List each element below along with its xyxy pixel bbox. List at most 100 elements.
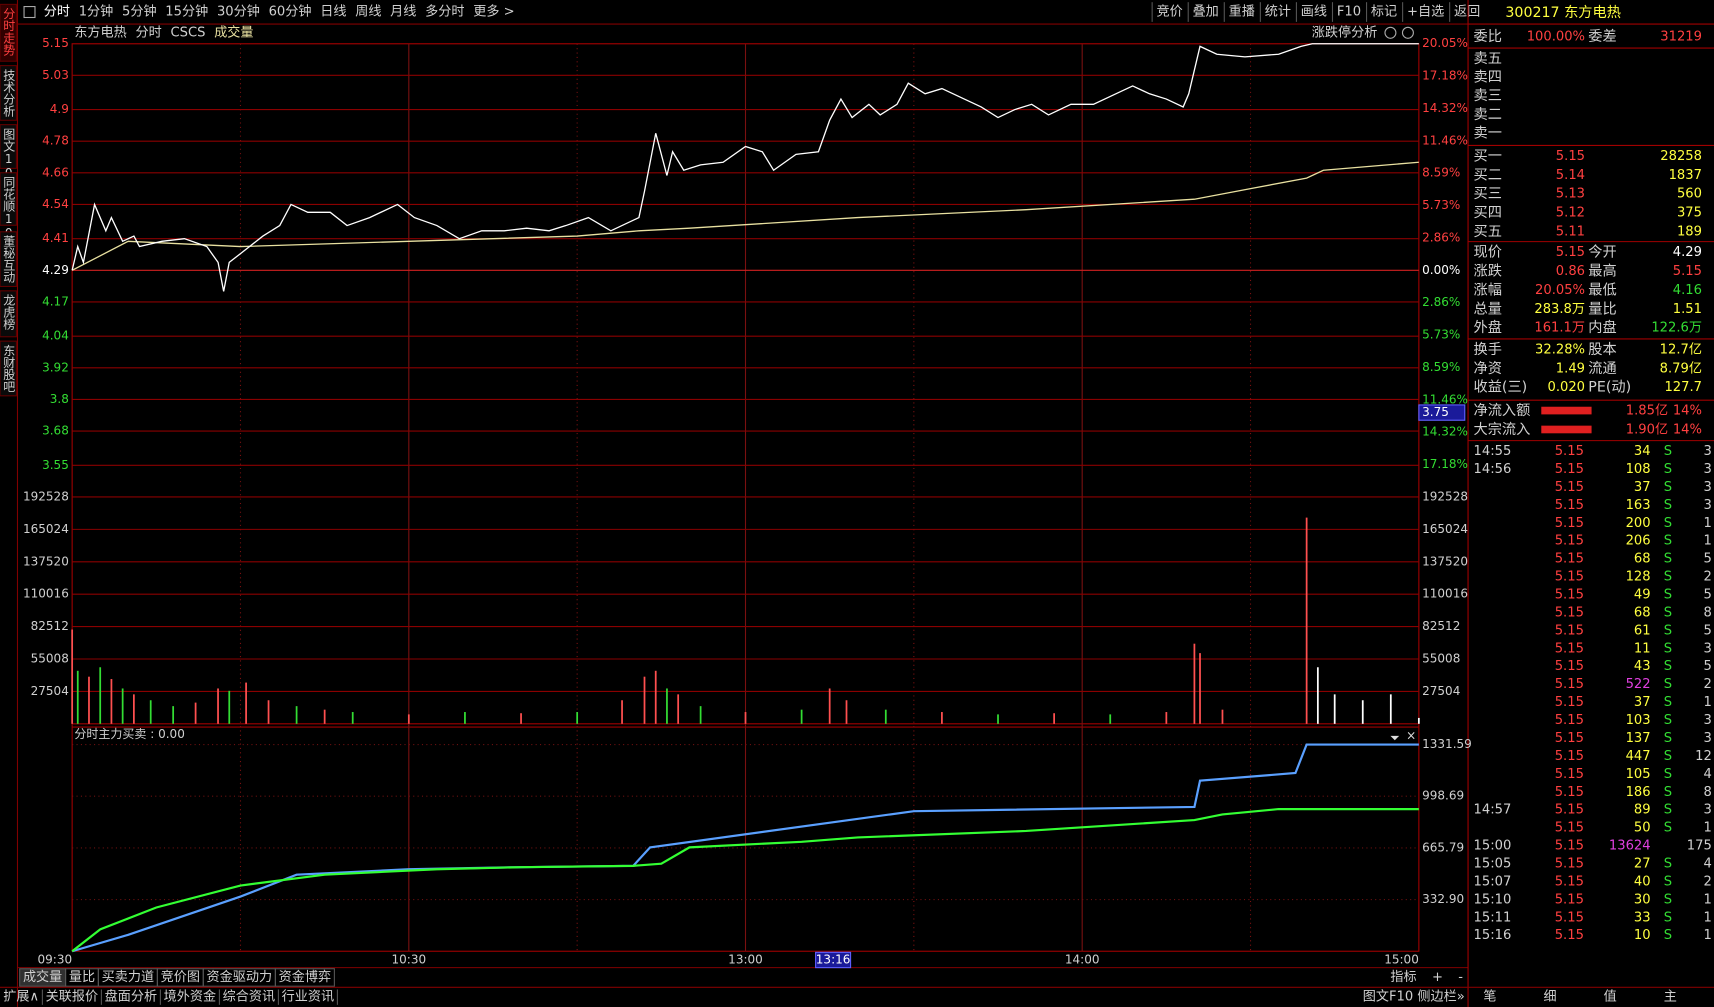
x-tick-label: 15:00 bbox=[1384, 952, 1419, 966]
toolbar-button[interactable]: 叠加 bbox=[1193, 4, 1219, 20]
bottom-tab[interactable]: 扩展∧ bbox=[3, 989, 39, 1005]
field-label: 涨幅 bbox=[1474, 281, 1502, 298]
bottom-tab[interactable]: 综合资讯 bbox=[223, 989, 275, 1005]
x-tick-label: 10:30 bbox=[392, 952, 427, 966]
toolbar-button[interactable]: 统计 bbox=[1265, 4, 1291, 20]
x-tick-label: 09:30 bbox=[38, 952, 73, 966]
panel-side-tab[interactable]: 笔 bbox=[1483, 989, 1496, 1005]
sidebar-tab[interactable] bbox=[0, 3, 17, 62]
ask-label: 卖三 bbox=[1474, 87, 1502, 104]
panel-tab[interactable]: 资金博弈 bbox=[279, 969, 331, 985]
stock-title: 300217 东方电热 bbox=[1505, 4, 1621, 21]
y-tick-label: 5.15 bbox=[42, 36, 69, 50]
bottom-tab[interactable]: 关联报价 bbox=[46, 989, 98, 1005]
sidebar-label[interactable]: 龙虎榜 bbox=[2, 294, 16, 331]
y2-tick-label: 2.86% bbox=[1422, 295, 1460, 309]
panel-tab[interactable]: 竞价图 bbox=[161, 968, 200, 985]
sidebar-label[interactable]: 董秘互动 bbox=[2, 235, 16, 284]
panel-side-tab[interactable]: 值 bbox=[1604, 989, 1617, 1005]
cursor-price-box bbox=[1418, 404, 1466, 421]
ask-label: 卖四 bbox=[1474, 69, 1502, 86]
panel-tool[interactable]: - bbox=[1458, 970, 1463, 985]
tick-volume: 33 bbox=[1634, 910, 1651, 925]
tick-price: 5.15 bbox=[1555, 641, 1584, 656]
sidebar-label[interactable]: 技术分析 bbox=[2, 68, 16, 117]
tick-side: S bbox=[1664, 462, 1672, 477]
field-value: 5.15 bbox=[1673, 264, 1702, 279]
toolbar-tab[interactable]: 周线 bbox=[355, 4, 381, 20]
field-value: 1.49 bbox=[1556, 361, 1585, 376]
tick-volume: 89 bbox=[1634, 803, 1651, 818]
tick-count: 1 bbox=[1703, 516, 1711, 531]
tick-volume: 68 bbox=[1634, 605, 1651, 620]
y-tick-label: 5.03 bbox=[42, 68, 69, 82]
panel-tab[interactable]: 资金驱动力 bbox=[207, 969, 273, 985]
tick-count: 1 bbox=[1703, 892, 1711, 907]
tick-side: S bbox=[1664, 856, 1672, 871]
y2-tick-label: 14.32% bbox=[1422, 101, 1468, 115]
tick-price: 5.15 bbox=[1555, 910, 1584, 925]
toolbar-button[interactable]: 重播 bbox=[1229, 4, 1255, 20]
panel-tab[interactable]: 量比 bbox=[69, 969, 95, 985]
y2-tick-label: 5.73% bbox=[1422, 198, 1460, 212]
tick-side: S bbox=[1664, 803, 1672, 818]
icon bbox=[1390, 735, 1400, 741]
panel-side-tab[interactable]: 细 bbox=[1543, 989, 1556, 1005]
panel-tab[interactable]: 成交量 bbox=[23, 968, 62, 985]
bottom-tab[interactable]: 图文F10 侧边栏» bbox=[1363, 989, 1465, 1005]
toolbar-tab[interactable]: 月线 bbox=[390, 4, 416, 20]
bottom-tab[interactable]: 盘面分析 bbox=[105, 988, 157, 1005]
limit-button[interactable]: 涨跌停分析 bbox=[1312, 23, 1378, 40]
tick-volume: 27 bbox=[1634, 856, 1651, 871]
toolbar-button[interactable]: 画线 bbox=[1301, 4, 1327, 20]
toolbar-button[interactable]: 标记 bbox=[1371, 4, 1397, 20]
toolbar-tab[interactable]: 60分钟 bbox=[269, 3, 312, 20]
toolbar-tab[interactable]: 更多 > bbox=[473, 3, 514, 20]
toolbar-tab[interactable]: 分时 bbox=[44, 4, 70, 20]
panel-side-tab[interactable]: 主 bbox=[1664, 989, 1677, 1005]
flow-label: 大宗流入 bbox=[1474, 421, 1531, 438]
panel-tab[interactable]: 买卖力道 bbox=[102, 969, 154, 985]
cursor-time: 13:16 bbox=[816, 952, 851, 966]
volume-bar bbox=[828, 688, 831, 724]
sidebar-label[interactable]: 同花顺10 bbox=[2, 176, 16, 240]
toolbar-button[interactable]: 竞价 bbox=[1157, 3, 1183, 20]
bottom-tab[interactable]: 行业资讯 bbox=[282, 989, 334, 1005]
toolbar-tab[interactable]: 1分钟 bbox=[79, 3, 114, 20]
sidebar-tab[interactable] bbox=[0, 65, 17, 121]
tick-count: 2 bbox=[1703, 874, 1711, 889]
sidebar-tab[interactable] bbox=[0, 172, 17, 226]
sidebar-tab[interactable] bbox=[0, 290, 17, 338]
volume-bar bbox=[1109, 714, 1112, 724]
sidebar-tab[interactable] bbox=[0, 231, 17, 288]
toolbar-button[interactable]: 返回 bbox=[1454, 4, 1480, 20]
tick-price: 5.15 bbox=[1555, 480, 1584, 495]
tick-side: S bbox=[1664, 928, 1672, 943]
tick-side: S bbox=[1664, 713, 1672, 728]
volume-bar bbox=[1389, 694, 1392, 724]
toolbar-tab[interactable]: 15分钟 bbox=[165, 3, 208, 20]
toolbar-tab[interactable]: 日线 bbox=[320, 4, 346, 20]
field-label: 今开 bbox=[1588, 244, 1616, 261]
volume-bar bbox=[1165, 712, 1168, 724]
sidebar-tab[interactable] bbox=[0, 124, 17, 169]
y-tick-label: 4.9 bbox=[50, 102, 69, 116]
toolbar-button[interactable]: F10 bbox=[1337, 5, 1361, 20]
flow-bar bbox=[1541, 425, 1592, 434]
sidebar-label[interactable]: 图文10 bbox=[2, 128, 16, 180]
toolbar-button[interactable]: +自选 bbox=[1407, 4, 1444, 20]
bottom-tab[interactable]: 境外资金 bbox=[164, 989, 216, 1005]
toolbar-tab[interactable]: 多分时 bbox=[425, 3, 464, 20]
volume-bar bbox=[407, 714, 410, 724]
chart-header: CSCS bbox=[170, 25, 205, 40]
bid-price: 5.11 bbox=[1556, 225, 1585, 240]
y2-tick-label: 17.18% bbox=[1422, 69, 1468, 83]
sidebar-tab[interactable] bbox=[0, 340, 17, 397]
sidebar-label[interactable]: 东财股吧 bbox=[2, 344, 16, 393]
toolbar-tab[interactable]: 5分钟 bbox=[122, 3, 157, 20]
panel-tool[interactable]: 指标 bbox=[1390, 969, 1416, 985]
sidebar-label[interactable]: 分时走势 bbox=[2, 7, 16, 56]
tick-side: S bbox=[1664, 910, 1672, 925]
toolbar-tab[interactable]: 30分钟 bbox=[217, 3, 260, 20]
panel-tool[interactable]: + bbox=[1432, 970, 1443, 985]
